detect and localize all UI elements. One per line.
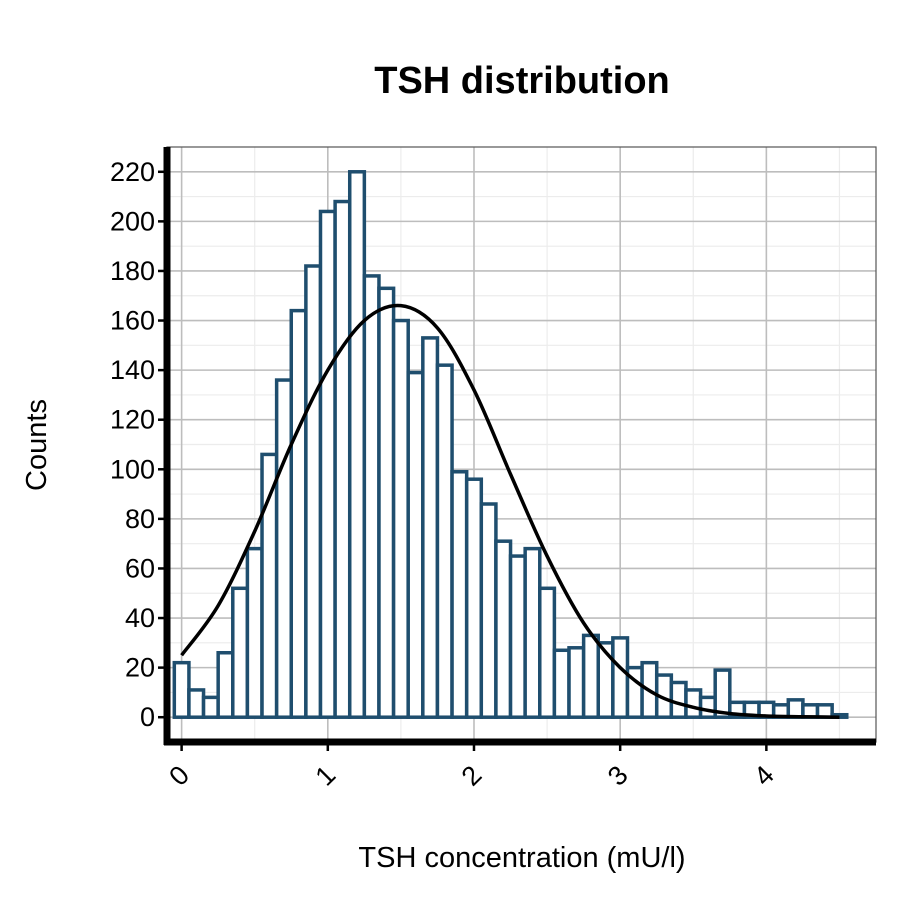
x-tick-label: 4 [748, 760, 780, 792]
x-tick-label: 1 [310, 760, 342, 792]
y-tick-label: 140 [110, 355, 155, 385]
y-tick-label: 40 [125, 603, 155, 633]
y-tick-label: 0 [140, 702, 155, 732]
histogram-bar [406, 370, 425, 719]
histogram-bar [567, 646, 586, 719]
histogram-bar [377, 286, 396, 719]
histogram-bar [684, 688, 703, 719]
histogram-bar [713, 668, 732, 719]
x-tick-label: 3 [602, 760, 634, 792]
y-tick-label: 180 [110, 256, 155, 286]
normal-fit-curve [180, 303, 840, 719]
bars-layer [172, 170, 849, 719]
x-tick-label: 2 [456, 760, 488, 792]
histogram-bar [552, 648, 571, 719]
histogram-bar [172, 660, 191, 719]
y-tick-label: 20 [125, 653, 155, 683]
x-axis-title: TSH concentration (mU/l) [358, 842, 685, 874]
histogram-bar [538, 586, 557, 719]
chart-title: TSH distribution [374, 60, 670, 102]
histogram-bar [201, 695, 220, 719]
histogram-bar [347, 170, 367, 719]
histogram-bar [333, 199, 352, 719]
histogram-bar [362, 274, 381, 719]
y-tick-label: 200 [110, 206, 155, 236]
histogram-bar [435, 363, 454, 719]
histogram-bar [187, 688, 206, 719]
y-tick-label: 120 [110, 405, 155, 435]
histogram-bar [479, 502, 498, 719]
histogram-bar [611, 636, 630, 719]
y-tick-label: 220 [110, 157, 155, 187]
histogram-bar [508, 554, 527, 719]
y-tick-label: 100 [110, 454, 155, 484]
histogram-bar [450, 470, 469, 719]
y-tick-label: 80 [125, 504, 155, 534]
axes-layer [163, 147, 876, 746]
histogram-bar [523, 546, 542, 719]
histogram-bar [231, 586, 250, 719]
histogram-bar [304, 264, 323, 719]
histogram-bar [318, 209, 337, 719]
histogram-bar [421, 336, 440, 719]
y-axis-title: Counts [21, 399, 53, 491]
histogram-bar [698, 695, 717, 719]
y-tick-label: 160 [110, 306, 155, 336]
x-tick-label: 0 [163, 760, 195, 792]
histogram-bar [289, 308, 308, 719]
curve-layer [180, 303, 840, 719]
histogram-bar [245, 546, 264, 719]
histogram-bar [669, 680, 688, 719]
histogram-bar [494, 539, 513, 719]
histogram-bar [786, 698, 805, 719]
histogram-bar [274, 378, 294, 719]
y-tick-label: 60 [125, 553, 155, 583]
histogram-bar [464, 477, 484, 719]
histogram-bar [216, 651, 235, 719]
histogram-bar [391, 318, 410, 719]
histogram-bar [581, 633, 600, 719]
